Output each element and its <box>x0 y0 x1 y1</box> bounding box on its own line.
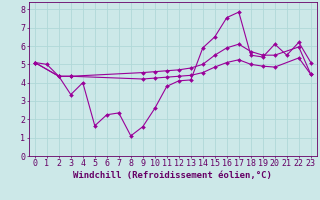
X-axis label: Windchill (Refroidissement éolien,°C): Windchill (Refroidissement éolien,°C) <box>73 171 272 180</box>
